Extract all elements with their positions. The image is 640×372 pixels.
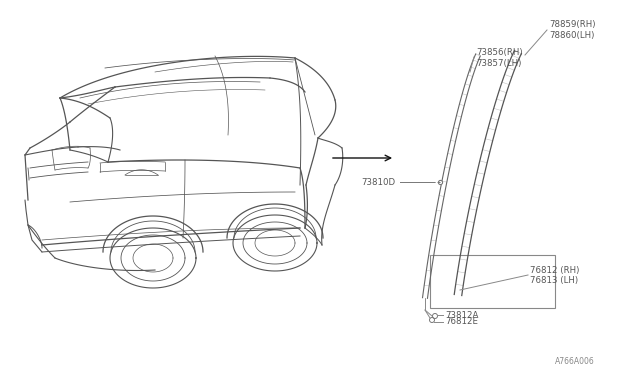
Text: 73857(LH): 73857(LH) xyxy=(476,58,522,67)
Text: 76812E: 76812E xyxy=(445,317,478,327)
Text: 76812 (RH): 76812 (RH) xyxy=(530,266,579,275)
Text: 76813 (LH): 76813 (LH) xyxy=(530,276,578,285)
Text: 78860(LH): 78860(LH) xyxy=(549,31,595,39)
Text: 73812A: 73812A xyxy=(445,311,478,320)
Bar xyxy=(430,255,555,308)
Text: 73856(RH): 73856(RH) xyxy=(476,48,523,57)
Text: 73810D: 73810D xyxy=(361,177,395,186)
Text: A766A006: A766A006 xyxy=(555,357,595,366)
Text: 78859(RH): 78859(RH) xyxy=(549,19,595,29)
